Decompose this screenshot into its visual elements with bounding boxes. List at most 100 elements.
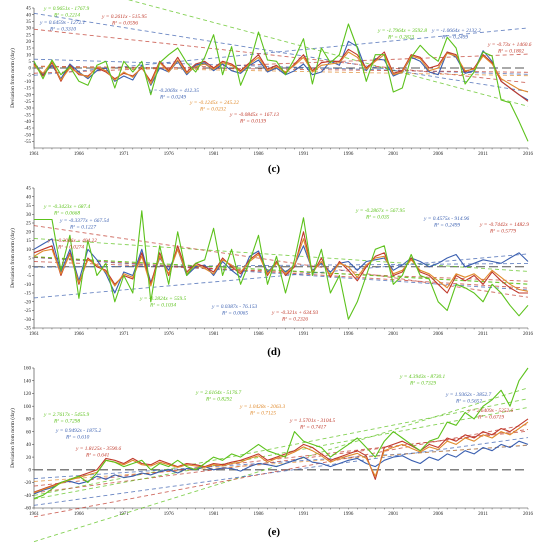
y-tick-label: -55: [24, 140, 31, 145]
trend-r2-label: R² = 0.0232: [199, 107, 226, 113]
trend-equation-label: y = -0.2046x + 404.22: [47, 238, 97, 244]
series-line-orange: [33, 238, 529, 292]
trend-equation-label: y = 0.0387x - 76.153: [211, 304, 258, 310]
trend-r2-label: R² = 0.7298: [53, 419, 80, 425]
trendline: [33, 12, 529, 92]
trendline: [33, 238, 529, 272]
y-tick-label: -40: [24, 120, 31, 125]
x-tick-label: 2006: [433, 152, 444, 157]
trend-r2-label: R² = 0.2823: [387, 35, 414, 41]
trend-r2-label: R² = 0.1227: [69, 225, 96, 231]
trend-r2-label: R² = 0.2499: [441, 35, 468, 41]
trendline: [127, 0, 529, 107]
trend-equation-label: y = -0.3377x + 667.54: [59, 218, 109, 224]
y-tick-label: -50: [24, 133, 31, 138]
x-tick-label: 1986: [254, 512, 265, 517]
y-tick-label: 140: [24, 379, 32, 384]
x-tick-label: 1966: [74, 332, 85, 337]
y-tick-label: 20: [26, 456, 32, 461]
x-tick-label: 1996: [343, 332, 354, 337]
trend-r2-label: R² = 0.8292: [205, 397, 232, 403]
x-tick-label: 1991: [298, 332, 309, 337]
trend-equation-label: y = -0.2824x + 559.5: [139, 296, 187, 302]
trend-r2-label: R² = 0.2499: [433, 223, 460, 229]
trend-equation-label: y = 2.6164x - 5176.7: [195, 390, 242, 396]
y-tick-label: 45: [26, 187, 32, 192]
y-tick-label: 20: [26, 40, 32, 45]
trend-equation-label: y = -0.0845x + 167.13: [229, 112, 279, 118]
series-line-green: [33, 367, 529, 500]
x-tick-label: 1996: [343, 152, 354, 157]
trend-r2-label: R² = 0.0668: [53, 211, 80, 217]
trend-r2-label: R² = 0.0596: [111, 21, 138, 27]
y-tick-label: 0: [29, 67, 32, 72]
trend-equation-label: y = 2.6409x - 5252.6: [467, 408, 514, 414]
trend-r2-label: R² = 0.6719: [477, 415, 504, 421]
trendline: [33, 58, 529, 75]
y-tick-label: 30: [26, 27, 32, 32]
y-tick-label: -35: [24, 113, 31, 118]
trend-r2-label: R² = 0.0249: [159, 95, 186, 101]
y-tick-label: -15: [24, 292, 31, 297]
trend-r2-label: R² = 0.610: [65, 435, 90, 441]
y-tick-label: 15: [26, 239, 32, 244]
trend-equation-label: y = -0.3423x + 687.4: [43, 204, 91, 210]
trend-r2-label: R² = 0.5652: [455, 399, 482, 405]
x-tick-label: 1976: [164, 512, 175, 517]
trendline: [33, 263, 529, 268]
panel-label: (d): [267, 346, 281, 358]
y-tick-label: -40: [24, 494, 31, 499]
trend-r2-label: R² = 0.641: [85, 453, 110, 459]
y-tick-label: -20: [24, 93, 31, 98]
x-tick-label: 1981: [209, 512, 220, 517]
x-tick-label: 2016: [523, 332, 534, 337]
y-tick-label: -5: [27, 73, 32, 78]
y-tick-label: -30: [24, 318, 31, 323]
trend-equation-label: y = -0.2069x + 412.35: [149, 88, 199, 94]
y-tick-label: 15: [26, 47, 32, 52]
trendline: [33, 437, 529, 506]
trend-r2-label: R² = 0.7417: [299, 425, 326, 431]
trendline: [33, 225, 529, 298]
trend-r2-label: R² = 0.035: [365, 215, 390, 221]
trend-equation-label: y = 1.0428x - 2063.3: [239, 404, 286, 410]
y-tick-label: -15: [24, 87, 31, 92]
trendline: [33, 27, 529, 76]
y-tick-label: 25: [26, 222, 32, 227]
y-axis-label: Deviation from norm (day): [9, 48, 16, 108]
trendline: [33, 444, 529, 482]
trend-equation-label: y = 1.8125x - 3590.6: [75, 446, 122, 452]
y-tick-label: 0: [29, 469, 32, 474]
y-tick-label: 160: [24, 367, 32, 372]
y-tick-label: 10: [26, 248, 32, 253]
trend-equation-label: y = 0.6459x - 1272.1: [39, 20, 86, 26]
trend-equation-label: y = -0.2867x + 567.95: [355, 208, 405, 214]
trend-r2-label: R² = 0.3310: [49, 27, 76, 33]
trendline: [33, 28, 529, 84]
x-tick-label: 2011: [478, 332, 488, 337]
y-tick-label: 35: [26, 204, 32, 209]
y-tick-label: 0: [29, 265, 32, 270]
trend-equation-label: y = -0.73x + 1460.6: [487, 42, 532, 48]
y-tick-label: -20: [24, 300, 31, 305]
trend-equation-label: y = -1.7964x + 3592.8: [377, 28, 427, 34]
y-tick-label: -30: [24, 107, 31, 112]
y-tick-label: -25: [24, 309, 31, 314]
series-line-green: [33, 23, 529, 142]
trend-r2-label: R² = 0.7329: [409, 381, 436, 387]
x-tick-label: 1971: [119, 512, 130, 517]
y-tick-label: 45: [26, 7, 32, 12]
x-tick-label: 1961: [29, 512, 40, 517]
y-axis-label: Deviation from norm (day): [9, 408, 16, 468]
y-tick-label: -5: [27, 274, 32, 279]
trendline: [33, 423, 529, 518]
y-tick-label: 60: [26, 430, 32, 435]
x-tick-label: 2001: [388, 512, 399, 517]
x-tick-label: 1971: [119, 152, 130, 157]
x-tick-label: 2001: [388, 152, 399, 157]
trend-equation-label: y = 2.7617x - 5455.9: [43, 412, 90, 418]
y-tick-label: 40: [26, 13, 32, 18]
trend-equation-label: y = -0.321x + 634.93: [271, 310, 319, 316]
series-line-orange: [33, 51, 529, 93]
